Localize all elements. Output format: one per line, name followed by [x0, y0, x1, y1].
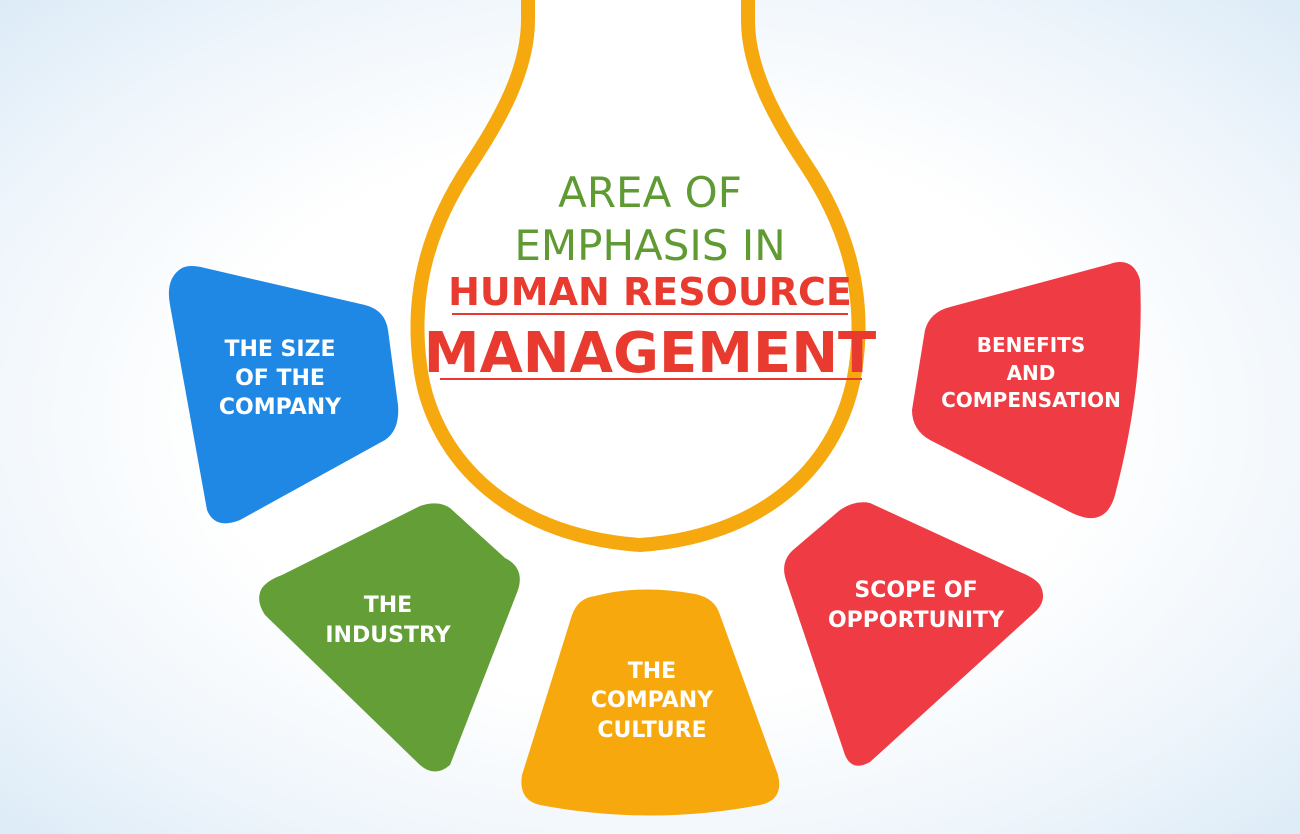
petal-scope-line-2: OPPORTUNITY	[828, 608, 1005, 633]
title-line-2: EMPHASIS IN	[514, 221, 785, 270]
petal-size-line-1: THE SIZE	[224, 337, 335, 362]
petal-culture-line-2: COMPANY	[591, 688, 714, 713]
petal-benefits-and-compensation: BENEFITS AND COMPENSATION	[912, 262, 1141, 519]
petal-shape-blue	[168, 266, 399, 524]
petal-size-line-2: OF THE	[235, 366, 325, 391]
bulb-outline	[410, 0, 866, 552]
petal-size-line-3: COMPANY	[219, 395, 342, 420]
petal-culture-line-1: THE	[628, 659, 676, 684]
petal-shape-orange	[521, 589, 780, 816]
petal-scope-line-1: SCOPE OF	[854, 578, 977, 603]
title-line-1: AREA OF	[558, 168, 742, 217]
petal-benefits-line-2: AND	[1007, 361, 1056, 385]
petal-benefits-line-3: COMPENSATION	[941, 388, 1121, 412]
petal-company-culture: THE COMPANY CULTURE	[521, 589, 780, 816]
petal-size-of-company: THE SIZE OF THE COMPANY	[168, 266, 399, 524]
petal-industry: THE INDUSTRY	[259, 503, 520, 772]
petal-shape-green	[259, 503, 520, 772]
petal-industry-line-2: INDUSTRY	[325, 623, 451, 648]
title-line-4: MANAGEMENT	[424, 321, 877, 386]
petal-culture-line-3: CULTURE	[597, 718, 706, 743]
petal-shape-red-benefits	[912, 262, 1141, 519]
title-line-3: HUMAN RESOURCE	[448, 270, 852, 314]
petal-shape-red-scope	[784, 502, 1044, 766]
petal-scope-of-opportunity: SCOPE OF OPPORTUNITY	[784, 502, 1044, 766]
petal-industry-line-1: THE	[364, 593, 412, 618]
petal-benefits-line-1: BENEFITS	[977, 333, 1085, 357]
